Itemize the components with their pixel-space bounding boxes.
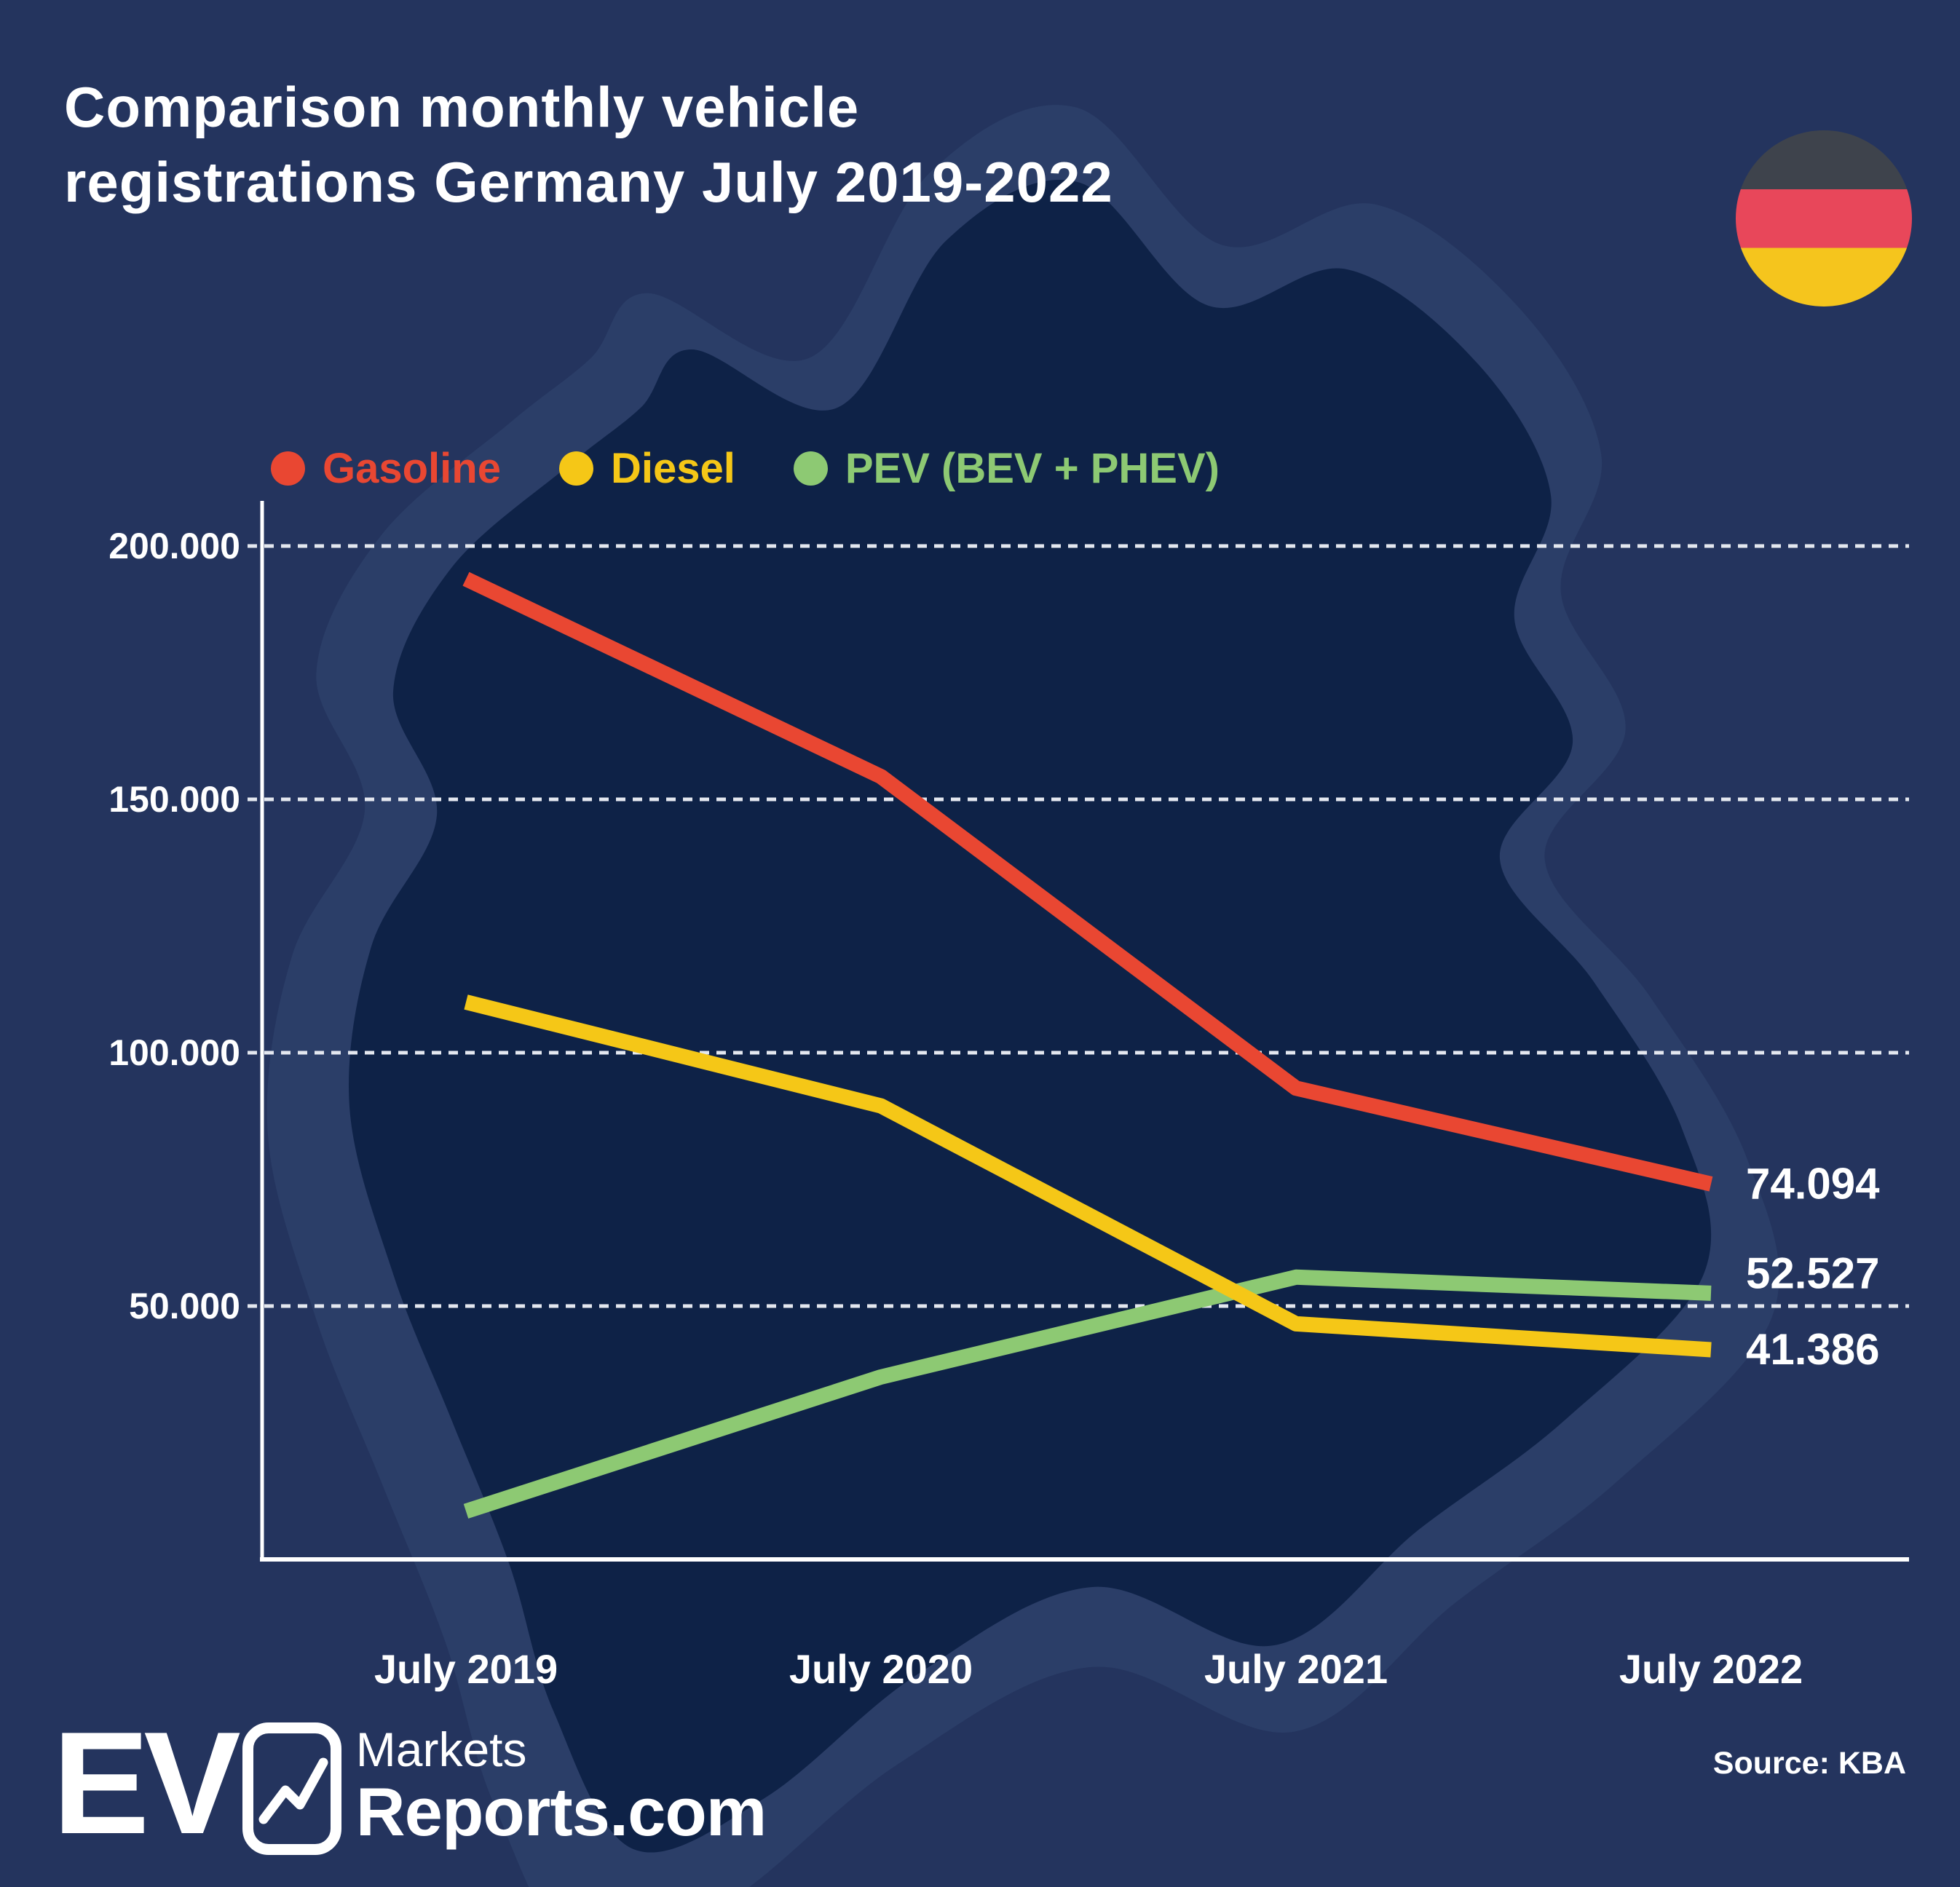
series-line-diesel <box>464 994 1712 1358</box>
legend-item-gasoline: Gasoline <box>271 444 501 493</box>
value-label-52.527: 52.527 <box>1746 1249 1880 1297</box>
legend: Gasoline Diesel PEV (BEV + PHEV) <box>271 444 1220 493</box>
title-line-1: Comparison monthly vehicle <box>64 75 860 139</box>
x-tick-label: July 2020 <box>789 1646 973 1692</box>
logo-markets-text: Markets <box>355 1722 527 1776</box>
x-tick-label: July 2019 <box>374 1646 558 1692</box>
diesel-dot-icon <box>558 451 593 486</box>
logo-wordmark: Markets Reports.com <box>356 1718 767 1846</box>
legend-label-diesel: Diesel <box>610 445 735 492</box>
legend-item-diesel: Diesel <box>558 444 735 493</box>
y-tick-label: 100.000 <box>108 1032 240 1073</box>
legend-label-gasoline: Gasoline <box>323 445 501 492</box>
series-line-pev-bev-phev <box>463 1269 1712 1519</box>
series-line-gasoline <box>462 571 1713 1192</box>
source-credit: Source: KBA <box>1712 1746 1906 1781</box>
value-label-74.094: 74.094 <box>1746 1159 1880 1208</box>
value-label-41.386: 41.386 <box>1746 1325 1880 1374</box>
y-tick-label: 200.000 <box>108 526 240 566</box>
logo-reports-text: Reports.com <box>355 1773 767 1850</box>
ev-markets-reports-logo: EV Markets Reports.com <box>52 1702 767 1864</box>
trend-chart-icon <box>242 1722 341 1855</box>
pev-dot-icon <box>793 451 828 486</box>
x-tick-label: July 2022 <box>1619 1646 1803 1692</box>
legend-item-pev: PEV (BEV + PHEV) <box>793 444 1220 493</box>
x-tick-label: July 2021 <box>1204 1646 1388 1692</box>
logo-ev-text: EV <box>52 1702 241 1864</box>
germany-flag-icon <box>1736 130 1912 306</box>
y-tick-label: 50.000 <box>129 1286 240 1326</box>
page-title: Comparison monthly vehicle registrations… <box>64 70 1113 220</box>
title-line-2: registrations Germany July 2019-2022 <box>64 149 1113 214</box>
y-tick-label: 150.000 <box>108 779 240 820</box>
gridlines: 200.000 150.000 100.000 50.000 <box>108 526 1909 1326</box>
legend-label-pev: PEV (BEV + PHEV) <box>845 445 1220 492</box>
gasoline-dot-icon <box>271 451 305 486</box>
